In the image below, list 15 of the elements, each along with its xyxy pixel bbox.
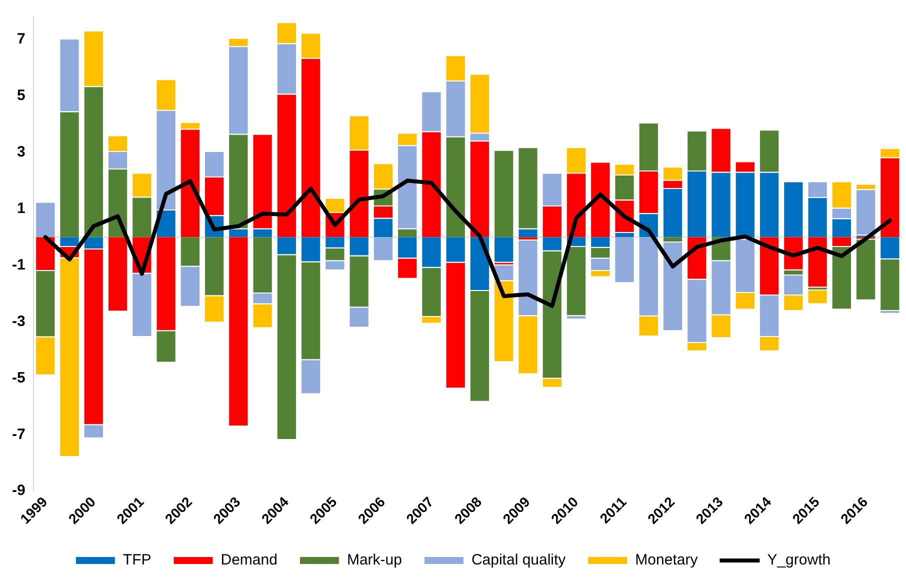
y-tick-label: 5 [16, 87, 26, 104]
y-tick-label: -5 [12, 369, 26, 386]
y-tick-label: -3 [12, 312, 26, 330]
legend-label: Monetary [635, 552, 698, 569]
legend-label: Y_growth [767, 552, 831, 569]
y-tick-label: 7 [16, 30, 26, 48]
legend-label: TFP [122, 552, 152, 569]
y-tick-label: 3 [16, 144, 26, 161]
legend-label: Demand [220, 552, 278, 569]
legend-label: Mark-up [346, 552, 402, 569]
legend-label: Capital quality [471, 552, 566, 569]
y-tick-label: -1 [12, 256, 26, 274]
y-tick-label: -7 [12, 426, 26, 443]
y-tick-label: -9 [12, 482, 26, 500]
y-tick-label: 1 [16, 200, 26, 218]
